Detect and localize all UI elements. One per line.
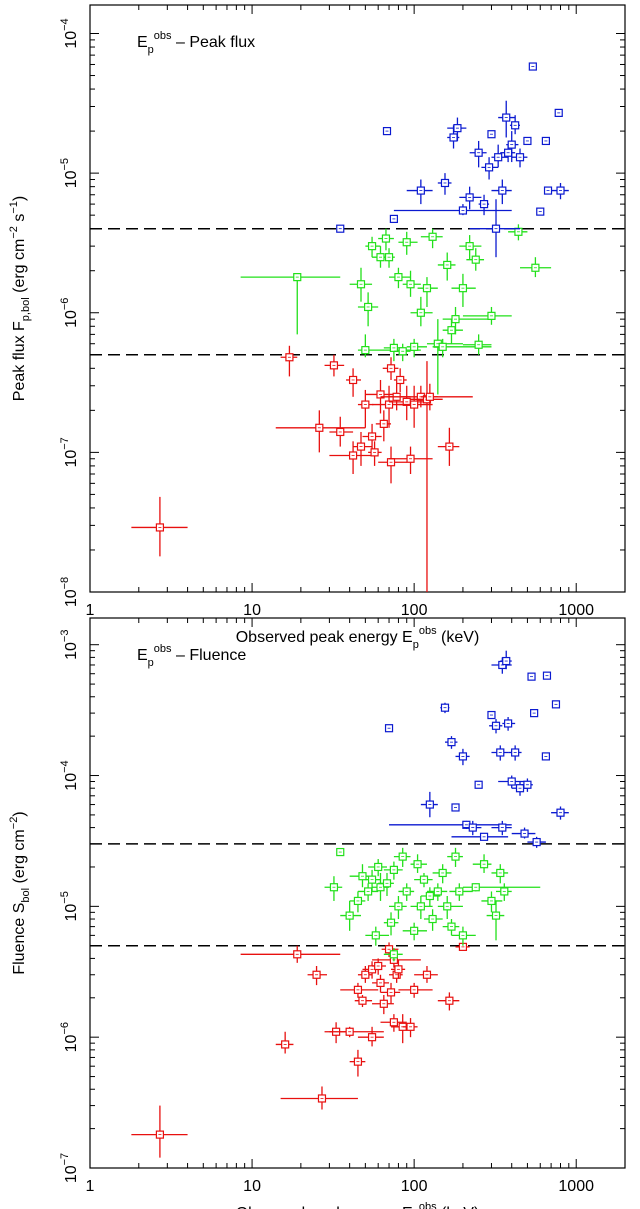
panel-annotation: Epobs – Peak flux bbox=[137, 30, 255, 56]
series-red bbox=[131, 942, 470, 1158]
label-part: – Fluence bbox=[172, 647, 247, 664]
label-part: −4 bbox=[59, 760, 71, 773]
y-tick-label: 10−4 bbox=[59, 18, 80, 48]
x-axis-label: Observed peak energy Epobs (keV) bbox=[236, 1201, 480, 1209]
x-tick-label: 100 bbox=[401, 1178, 428, 1195]
plot-frame bbox=[89, 617, 626, 1169]
label-part: −5 bbox=[59, 158, 71, 171]
label-part: (erg cm bbox=[11, 239, 28, 298]
y-axis-label: Peak flux Fp,bol (erg cm−2 s−1) bbox=[8, 196, 32, 401]
x-axis-label: Observed peak energy Epobs (keV) bbox=[236, 625, 480, 651]
y-tick-label: 10−8 bbox=[59, 577, 80, 607]
label-part: −6 bbox=[59, 298, 71, 311]
label-part: Peak flux F bbox=[11, 321, 28, 401]
y-tick-label: 10−7 bbox=[59, 437, 80, 467]
y-tick-label: 10−3 bbox=[59, 630, 80, 660]
y-tick-label: 10−6 bbox=[59, 1022, 80, 1052]
label-part: 10 bbox=[63, 642, 80, 660]
plot-frame bbox=[89, 4, 626, 593]
label-part: ) bbox=[11, 196, 28, 201]
label-part: p bbox=[148, 44, 154, 56]
x-tick-label: 1 bbox=[86, 602, 95, 619]
label-part: obs bbox=[419, 625, 437, 637]
y-tick-label: 10−7 bbox=[59, 1153, 80, 1183]
label-part: (keV) bbox=[437, 1205, 480, 1209]
label-part: obs bbox=[154, 643, 172, 655]
label-part: bol bbox=[20, 888, 32, 903]
x-tick-label: 100 bbox=[401, 602, 428, 619]
series-red bbox=[131, 345, 473, 592]
series-blue bbox=[384, 650, 569, 848]
label-part: ) bbox=[11, 811, 28, 816]
label-part: −6 bbox=[59, 1022, 71, 1035]
label-part: −8 bbox=[59, 577, 71, 590]
label-part: s bbox=[11, 214, 28, 226]
x-tick-label: 1000 bbox=[558, 1178, 594, 1195]
label-part: Observed peak energy E bbox=[236, 629, 413, 646]
label-part: obs bbox=[154, 30, 172, 42]
label-part: 10 bbox=[63, 170, 80, 188]
label-part: −5 bbox=[59, 891, 71, 904]
label-part: 10 bbox=[63, 31, 80, 49]
label-part: −2 bbox=[8, 226, 20, 239]
series-green bbox=[324, 847, 541, 962]
label-part: Fluence S bbox=[11, 903, 28, 975]
series-blue bbox=[336, 62, 569, 258]
label-part: (keV) bbox=[437, 629, 480, 646]
series-green bbox=[240, 224, 552, 395]
label-part: (erg cm bbox=[11, 829, 28, 888]
panel-annotation: Epobs – Fluence bbox=[137, 643, 246, 669]
label-part: 10 bbox=[63, 589, 80, 607]
y-tick-label: 10−6 bbox=[59, 298, 80, 328]
x-tick-label: 1 bbox=[86, 1178, 95, 1195]
label-part: 10 bbox=[63, 1034, 80, 1052]
label-part: 10 bbox=[63, 450, 80, 468]
x-tick-label: 10 bbox=[243, 1178, 261, 1195]
label-part: 10 bbox=[63, 904, 80, 922]
label-part: 10 bbox=[63, 1165, 80, 1183]
label-part: −7 bbox=[59, 437, 71, 450]
label-part: E bbox=[137, 647, 148, 664]
label-part: 10 bbox=[63, 310, 80, 328]
y-axis-label: Fluence Sbol (erg cm−2) bbox=[8, 811, 32, 974]
x-tick-label: 10 bbox=[243, 602, 261, 619]
label-part: obs bbox=[419, 1201, 437, 1209]
label-part: −7 bbox=[59, 1153, 71, 1166]
y-tick-label: 10−5 bbox=[59, 158, 80, 188]
label-part: −1 bbox=[8, 201, 20, 214]
label-part: Observed peak energy E bbox=[236, 1205, 413, 1209]
label-part: p bbox=[413, 639, 419, 651]
label-part: 10 bbox=[63, 773, 80, 791]
y-tick-label: 10−4 bbox=[59, 760, 80, 790]
x-tick-label: 1000 bbox=[558, 602, 594, 619]
label-part: −3 bbox=[59, 630, 71, 643]
label-part: p,bol bbox=[20, 297, 32, 321]
y-tick-label: 10−5 bbox=[59, 891, 80, 921]
label-part: E bbox=[137, 34, 148, 51]
label-part: −2 bbox=[8, 817, 20, 830]
label-part: −4 bbox=[59, 18, 71, 31]
label-part: – Peak flux bbox=[172, 34, 256, 51]
label-part: p bbox=[148, 657, 154, 669]
